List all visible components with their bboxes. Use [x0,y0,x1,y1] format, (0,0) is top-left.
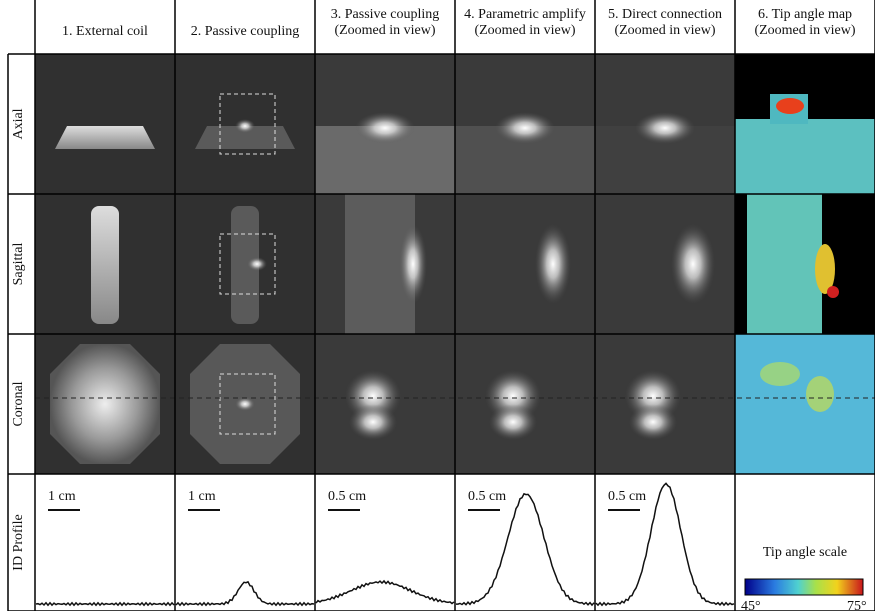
tip-hot [815,244,835,294]
colorbar [744,578,864,596]
phantom [50,344,160,464]
scale-bar-label: 1 cm [188,489,216,504]
colorbar-min: 45° [741,599,761,611]
grid-lines [7,0,875,612]
labels: 1 cm 1 cm 0.5 cm 0.5 cm 0.5 cm Tip angle scal… [11,7,867,614]
column-header: (Zoomed in view) [614,23,715,38]
hotspot [489,404,537,440]
hotspot [671,224,715,304]
column-header: 6. Tip angle map [758,7,852,22]
column-header: 2. Passive coupling [191,24,300,39]
hotspot [247,257,267,271]
tip-hot [827,286,839,298]
hotspot [399,224,427,304]
colorbar-title: Tip angle scale [763,545,847,560]
row-label: ID Profile [11,514,26,570]
hotspot [235,119,255,133]
hotspot [629,404,677,440]
zoom-box [219,233,276,295]
column-header: 1. External coil [62,24,148,39]
tip-map [735,119,875,194]
row-label: Sagittal [11,243,26,286]
phantom [91,206,119,324]
colorbar-max: 75° [847,599,867,611]
profile-curve [35,601,175,607]
tip-warm [806,376,834,412]
image-grid [35,54,875,607]
row-label: Axial [11,108,26,139]
profile-curve [595,482,735,607]
hotspot [235,397,255,411]
mri-bg [455,194,595,334]
tip-map [747,194,822,334]
profile-curve [175,580,315,607]
column-header: (Zoomed in view) [474,23,575,38]
tip-warm [760,362,800,386]
column-header: (Zoomed in view) [754,23,855,38]
scale-bar-label: 1 cm [48,489,76,504]
scale-bar-label: 0.5 cm [328,489,366,504]
hotspot [495,112,555,144]
row-label: Coronal [11,381,26,426]
tip-map-bg [735,334,875,474]
profile-curve [456,492,595,607]
phantom [55,126,155,149]
column-header: 3. Passive coupling [331,7,440,22]
profile-curve [315,579,455,605]
hotspot [535,224,571,304]
column-header: 4. Parametric amplify [464,7,586,22]
zoom-box [219,373,276,435]
hotspot [635,112,695,144]
mri-bg [35,54,175,194]
zoom-box [219,93,276,155]
column-header: (Zoomed in view) [334,23,435,38]
phantom [231,206,259,324]
scale-bar-label: 0.5 cm [468,489,506,504]
hotspot [355,112,415,144]
column-header: 5. Direct connection [608,7,722,22]
hotspot [349,404,397,440]
tip-hot [776,98,804,114]
scale-bar-label: 0.5 cm [608,489,646,504]
